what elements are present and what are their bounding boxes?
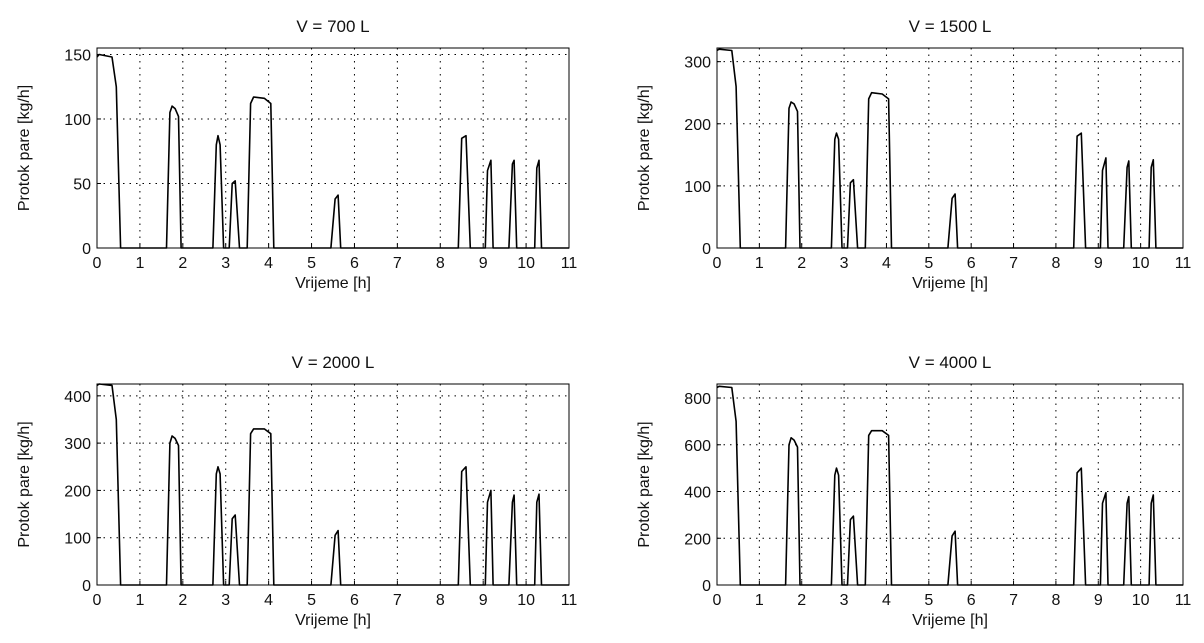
x-tick-label: 0 — [93, 255, 102, 272]
x-tick-label: 10 — [1132, 255, 1150, 272]
chart-title: V = 1500 L — [909, 17, 992, 36]
y-tick-label: 50 — [73, 176, 91, 193]
x-tick-label: 1 — [135, 255, 144, 272]
x-tick-label: 4 — [264, 592, 273, 609]
x-tick-label: 11 — [1175, 592, 1192, 609]
x-tick-label: 8 — [436, 592, 445, 609]
y-tick-label: 300 — [684, 55, 711, 72]
x-tick-label: 5 — [924, 592, 933, 609]
y-tick-label: 0 — [702, 241, 711, 258]
y-tick-label: 200 — [684, 531, 711, 548]
x-tick-label: 9 — [479, 255, 488, 272]
panel-2: 0 1 2 3 4 5 6 7 8 9 10 11 0 100 200 300 V = 1500 L Vrijem… — [636, 17, 1191, 292]
plot-frame — [716, 383, 1184, 586]
plot-frame — [716, 47, 1184, 249]
y-axis-label: Protok pare [kg/h] — [636, 85, 653, 211]
y-tick-label: 400 — [64, 389, 91, 406]
x-tick-label: 2 — [178, 592, 187, 609]
panel-3: 0 1 2 3 4 5 6 7 8 9 10 11 0 100 200 300 400 V = 2000 L Vri… — [16, 353, 577, 629]
x-tick-label: 11 — [1175, 255, 1192, 272]
y-tick-label: 600 — [684, 438, 711, 455]
y-tick-label: 0 — [82, 241, 91, 258]
y-axis-label: Protok pare [kg/h] — [636, 421, 653, 547]
x-tick-label: 7 — [393, 255, 402, 272]
x-tick-label: 6 — [350, 592, 359, 609]
x-tick-label: 5 — [924, 255, 933, 272]
x-tick-label: 5 — [307, 592, 316, 609]
x-axis-label: Vrijeme [h] — [295, 275, 371, 292]
x-tick-label: 10 — [517, 592, 535, 609]
x-tick-label: 0 — [713, 255, 722, 272]
y-tick-label: 800 — [684, 391, 711, 408]
x-tick-label: 7 — [1009, 592, 1018, 609]
x-tick-label: 0 — [93, 592, 102, 609]
series-line — [716, 385, 1183, 586]
x-axis-label: Vrijeme [h] — [912, 612, 988, 629]
x-tick-label: 8 — [1051, 255, 1060, 272]
x-axis-label: Vrijeme [h] — [295, 612, 371, 629]
y-tick-label: 100 — [64, 531, 91, 548]
x-tick-label: 8 — [1051, 592, 1060, 609]
x-tick-label: 2 — [797, 592, 806, 609]
series-line — [96, 53, 569, 249]
x-tick-label: 6 — [967, 255, 976, 272]
x-tick-label: 9 — [1094, 255, 1103, 272]
x-tick-label: 7 — [393, 592, 402, 609]
x-tick-label: 8 — [436, 255, 445, 272]
chart-title: V = 4000 L — [909, 353, 992, 372]
y-axis-label: Protok pare [kg/h] — [16, 421, 33, 547]
y-tick-label: 0 — [702, 578, 711, 595]
y-tick-label: 300 — [64, 436, 91, 453]
chart-title: V = 700 L — [296, 17, 369, 36]
y-tick-label: 400 — [684, 485, 711, 502]
y-tick-label: 200 — [64, 483, 91, 500]
x-tick-label: 2 — [797, 255, 806, 272]
x-tick-label: 4 — [882, 255, 891, 272]
y-axis-label: Protok pare [kg/h] — [16, 85, 33, 211]
x-tick-label: 11 — [561, 592, 578, 609]
x-tick-label: 6 — [967, 592, 976, 609]
x-tick-label: 3 — [221, 255, 230, 272]
x-tick-label: 4 — [882, 592, 891, 609]
series-line — [96, 383, 569, 586]
y-tick-label: 150 — [64, 47, 91, 64]
x-tick-label: 1 — [755, 255, 764, 272]
x-tick-label: 1 — [135, 592, 144, 609]
x-tick-label: 9 — [479, 592, 488, 609]
x-tick-label: 7 — [1009, 255, 1018, 272]
x-tick-label: 11 — [561, 255, 578, 272]
panel-1: 0 1 2 3 4 5 6 7 8 9 10 11 0 50 100 150 V = 700 L Vrijeme … — [16, 17, 577, 292]
chart-title: V = 2000 L — [292, 353, 375, 372]
y-tick-label: 200 — [684, 117, 711, 134]
x-tick-label: 3 — [840, 592, 849, 609]
plot-frame — [96, 383, 570, 586]
y-tick-label: 0 — [82, 578, 91, 595]
panel-4: 0 1 2 3 4 5 6 7 8 9 10 11 0 200 400 600 800 V = 4000 L Vri… — [636, 353, 1191, 629]
x-tick-label: 3 — [221, 592, 230, 609]
x-tick-label: 0 — [713, 592, 722, 609]
plot-frame — [96, 47, 570, 249]
x-axis-label: Vrijeme [h] — [912, 275, 988, 292]
y-tick-label: 100 — [684, 179, 711, 196]
x-tick-label: 10 — [517, 255, 535, 272]
x-tick-label: 4 — [264, 255, 273, 272]
x-tick-label: 1 — [755, 592, 764, 609]
x-tick-label: 3 — [840, 255, 849, 272]
series-line — [716, 48, 1183, 249]
y-tick-label: 100 — [64, 112, 91, 129]
x-tick-label: 10 — [1132, 592, 1150, 609]
x-tick-label: 6 — [350, 255, 359, 272]
x-tick-label: 9 — [1094, 592, 1103, 609]
x-tick-label: 5 — [307, 255, 316, 272]
x-tick-label: 2 — [178, 255, 187, 272]
